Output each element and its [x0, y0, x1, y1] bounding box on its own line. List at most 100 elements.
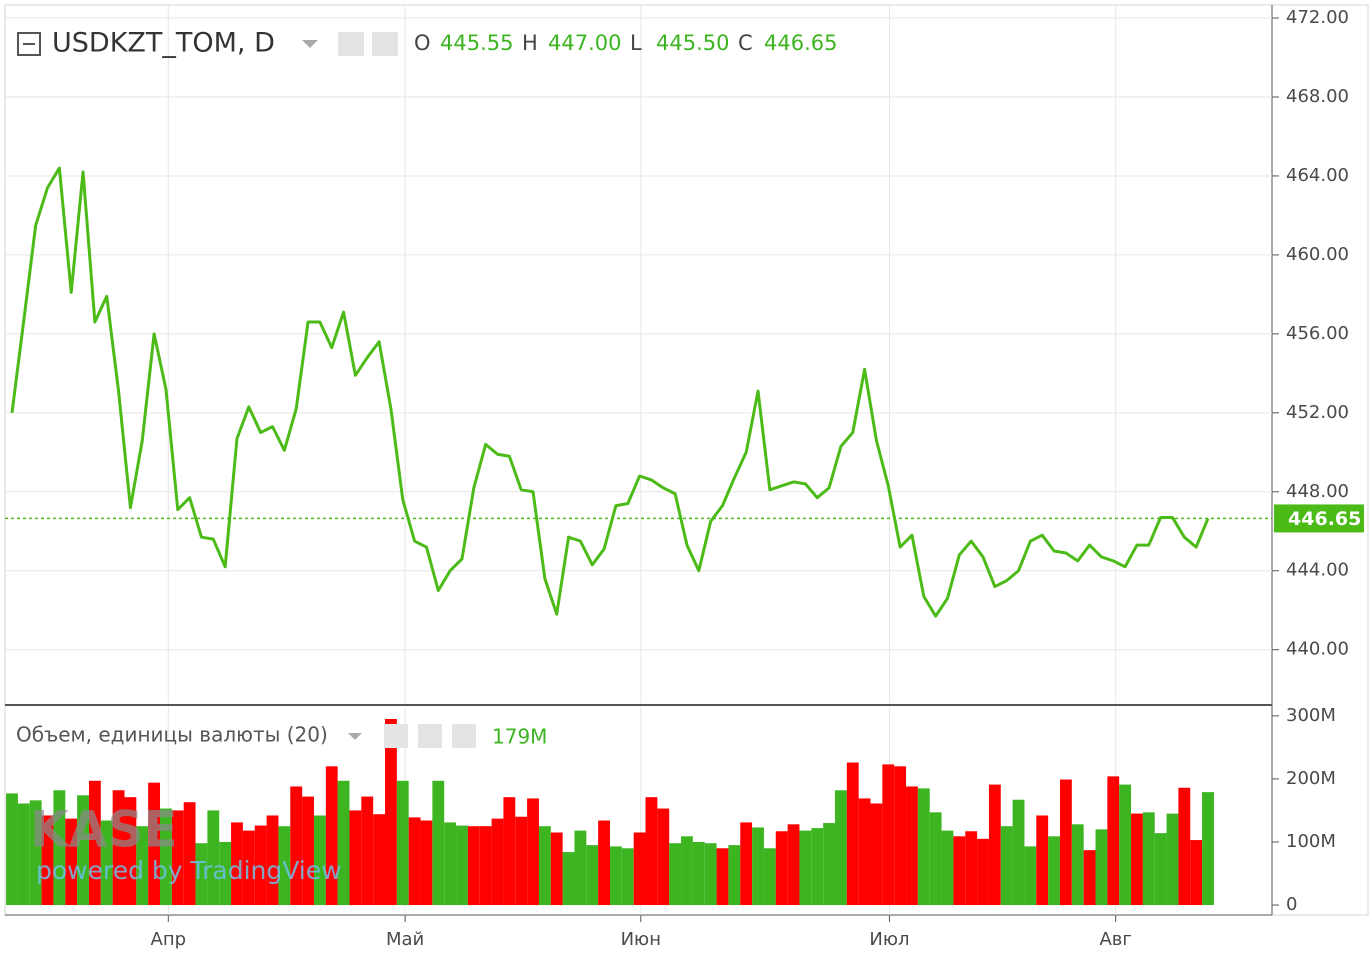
eye-icon[interactable] — [384, 724, 408, 748]
dropdown-arrow[interactable] — [348, 733, 362, 740]
y-tick-label: 300M — [1286, 705, 1336, 726]
volume-bar — [1083, 850, 1096, 906]
last-price-label: 446.65 — [1288, 508, 1361, 530]
eye-icon[interactable] — [338, 32, 364, 56]
volume-bar — [977, 838, 989, 906]
watermark-logo: KASE — [30, 801, 178, 859]
y-tick-label: 100M — [1286, 831, 1336, 852]
volume-bar — [479, 826, 492, 906]
ohlc-key: O — [414, 31, 431, 55]
last-price-badge — [1274, 504, 1364, 533]
y-tick-label: 456.00 — [1286, 323, 1349, 344]
volume-bar — [349, 810, 362, 906]
volume-bar — [444, 822, 457, 906]
volume-bar — [361, 796, 374, 906]
volume-bar — [1154, 833, 1167, 906]
y-tick-label: 452.00 — [1286, 402, 1349, 423]
volume-bar — [136, 826, 149, 906]
volume-bar — [17, 803, 30, 906]
ohlc-value: 445.50 — [656, 31, 729, 55]
volume-bar — [657, 808, 670, 906]
volume-bar — [242, 830, 255, 906]
volume-bar — [1012, 799, 1025, 906]
x-tick-label: Авг — [1099, 929, 1131, 950]
price-line — [10, 166, 1210, 618]
volume-bar — [1000, 826, 1013, 906]
volume-bar — [740, 822, 753, 906]
volume-bar — [823, 823, 835, 906]
ohlc-key: C — [738, 31, 753, 55]
volume-bar — [1095, 829, 1108, 906]
y-tick-label: 460.00 — [1286, 244, 1349, 265]
volume-bar — [1142, 812, 1155, 906]
volume-bar — [432, 780, 445, 906]
volume-bar — [728, 845, 741, 906]
volume-bar — [1024, 846, 1037, 906]
volume-bar — [41, 815, 54, 906]
volume-bar — [562, 852, 575, 906]
volume-bar — [385, 718, 397, 906]
volume-bar — [870, 803, 883, 906]
volume-bar — [1178, 787, 1191, 906]
volume-bar — [171, 810, 184, 906]
volume-bar — [456, 825, 468, 906]
watermark-text: powered by TradingView — [36, 856, 342, 885]
volume-bar — [467, 826, 480, 906]
x-tick-label: Июл — [869, 929, 909, 950]
x-tick-label: Май — [386, 929, 424, 950]
x-tick-label: Апр — [151, 929, 187, 950]
settings-icon[interactable] — [372, 32, 398, 56]
volume-bar — [598, 820, 610, 906]
volume-bar — [183, 802, 196, 906]
collapse-button[interactable] — [17, 32, 41, 56]
volume-bar — [396, 780, 409, 906]
volume-bar — [882, 764, 895, 906]
close-icon[interactable] — [452, 724, 476, 748]
y-tick-label: 444.00 — [1286, 560, 1349, 581]
ohlc-key: H — [522, 31, 538, 55]
volume-bar — [313, 815, 326, 906]
volume-bar — [1166, 813, 1179, 906]
volume-bar — [988, 784, 1001, 906]
volume-bar — [231, 822, 243, 906]
volume-bar — [491, 818, 504, 906]
volume-bar — [1119, 784, 1132, 906]
volume-bar — [1202, 792, 1214, 906]
volume-bar — [775, 831, 788, 906]
volume-bar — [846, 762, 859, 906]
volume-bar — [610, 846, 622, 906]
volume-bar — [266, 815, 279, 906]
x-tick-label: Июн — [621, 929, 661, 950]
volume-bar — [941, 830, 954, 906]
volume-bar — [77, 795, 89, 906]
volume-bar — [290, 786, 303, 906]
volume-bar — [124, 797, 137, 906]
volume-bar — [574, 830, 587, 906]
volume-bar — [586, 845, 599, 906]
y-tick-label: 200M — [1286, 768, 1336, 789]
volume-bar — [799, 830, 812, 906]
volume-bar — [645, 797, 658, 906]
volume-bar — [148, 782, 161, 906]
settings-icon[interactable] — [418, 724, 442, 748]
volume-bar — [278, 826, 291, 906]
volume-bar — [538, 826, 551, 906]
volume-bar — [100, 820, 113, 906]
volume-bar — [6, 793, 18, 906]
volume-bar — [716, 848, 729, 906]
volume-bar — [325, 766, 338, 906]
y-tick-label: 440.00 — [1286, 639, 1349, 660]
ohlc-values: O 445.55 H 447.00 L 445.50 C 446.65 — [414, 31, 837, 55]
volume-bar — [503, 797, 516, 906]
y-tick-label: 448.00 — [1286, 481, 1349, 502]
volume-bar — [1036, 815, 1049, 906]
volume-bar — [207, 810, 220, 906]
dropdown-arrow[interactable] — [302, 40, 318, 48]
symbol-title[interactable]: USDKZT_TOM, D — [52, 28, 275, 59]
volume-bar — [965, 831, 978, 906]
volume-bar — [219, 841, 232, 906]
volume-bar — [88, 780, 101, 906]
volume-bar — [633, 832, 646, 906]
